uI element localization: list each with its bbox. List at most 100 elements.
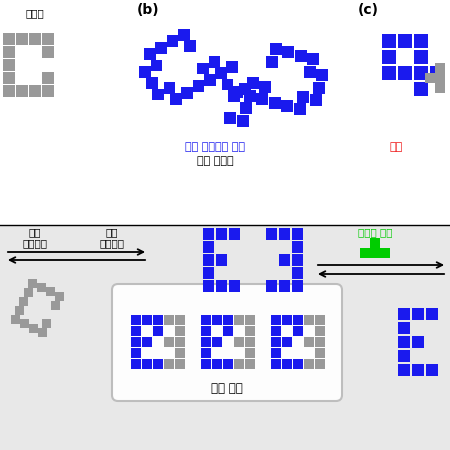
Bar (382, 34, 396, 48)
Bar (142, 337, 152, 347)
Bar (266, 55, 278, 68)
Bar (397, 322, 410, 334)
Bar (152, 89, 164, 100)
Bar (228, 90, 240, 102)
Bar (175, 337, 185, 347)
Bar (436, 63, 445, 72)
Bar (240, 103, 252, 114)
Bar (279, 228, 291, 240)
Bar (282, 315, 292, 325)
Bar (201, 359, 211, 369)
Bar (29, 33, 41, 45)
Bar (237, 115, 249, 127)
Bar (229, 280, 240, 292)
Bar (15, 306, 24, 315)
Bar (279, 254, 291, 266)
Bar (436, 73, 445, 83)
Bar (281, 100, 293, 112)
Bar (164, 315, 174, 325)
Bar (42, 72, 54, 84)
Bar (426, 307, 438, 320)
Bar (271, 315, 281, 325)
Bar (150, 59, 162, 72)
Bar (204, 74, 216, 86)
Bar (142, 359, 152, 369)
Bar (266, 280, 278, 292)
Bar (28, 279, 37, 288)
Bar (3, 46, 15, 58)
Bar (245, 359, 255, 369)
Text: 또다른 분자: 또다른 분자 (358, 227, 392, 237)
Bar (153, 359, 163, 369)
Bar (271, 326, 281, 336)
Bar (380, 248, 390, 257)
Text: 높은: 높은 (106, 227, 118, 237)
Bar (412, 307, 424, 320)
Text: 같은 손대칭성 분자: 같은 손대칭성 분자 (185, 142, 245, 152)
Bar (175, 359, 185, 369)
Bar (3, 72, 15, 84)
Bar (292, 254, 303, 266)
Bar (398, 34, 412, 48)
Bar (3, 33, 15, 45)
Bar (294, 104, 306, 115)
Bar (234, 315, 244, 325)
Bar (0, 225, 450, 450)
Bar (224, 112, 236, 124)
Bar (315, 337, 325, 347)
Bar (201, 326, 211, 336)
Bar (164, 337, 174, 347)
Bar (144, 48, 156, 60)
Text: 다른: 다른 (390, 142, 403, 152)
Bar (42, 85, 54, 97)
Bar (229, 228, 240, 240)
Bar (29, 324, 38, 333)
Bar (256, 93, 268, 105)
Bar (131, 315, 141, 325)
Bar (297, 91, 309, 103)
Bar (293, 359, 303, 369)
Bar (412, 336, 424, 348)
Bar (202, 280, 215, 292)
Bar (216, 280, 228, 292)
Bar (307, 53, 319, 65)
Bar (38, 328, 47, 337)
Bar (175, 315, 185, 325)
Bar (271, 359, 281, 369)
Bar (245, 348, 255, 358)
Bar (42, 33, 54, 45)
Bar (201, 315, 211, 325)
Bar (245, 337, 255, 347)
Bar (201, 337, 211, 347)
Bar (37, 283, 46, 292)
Text: (b): (b) (137, 3, 159, 17)
Bar (51, 301, 60, 310)
Bar (282, 359, 292, 369)
Bar (310, 94, 322, 106)
Bar (202, 254, 215, 266)
Bar (397, 350, 410, 362)
Bar (414, 34, 428, 48)
Bar (382, 50, 396, 64)
Bar (360, 248, 369, 257)
Bar (245, 326, 255, 336)
Bar (295, 50, 306, 62)
Bar (315, 348, 325, 358)
Text: 비대칭성: 비대칭성 (99, 238, 125, 248)
Bar (234, 337, 244, 347)
Bar (271, 348, 281, 358)
Bar (260, 81, 271, 93)
Bar (42, 46, 54, 58)
Bar (175, 326, 185, 336)
Bar (131, 359, 141, 369)
Bar (270, 43, 282, 55)
Bar (293, 315, 303, 325)
Bar (414, 66, 428, 81)
Bar (19, 297, 28, 306)
Bar (212, 337, 222, 347)
Bar (215, 68, 227, 79)
Bar (131, 337, 141, 347)
Bar (316, 69, 328, 81)
Bar (234, 359, 244, 369)
Bar (282, 46, 294, 58)
